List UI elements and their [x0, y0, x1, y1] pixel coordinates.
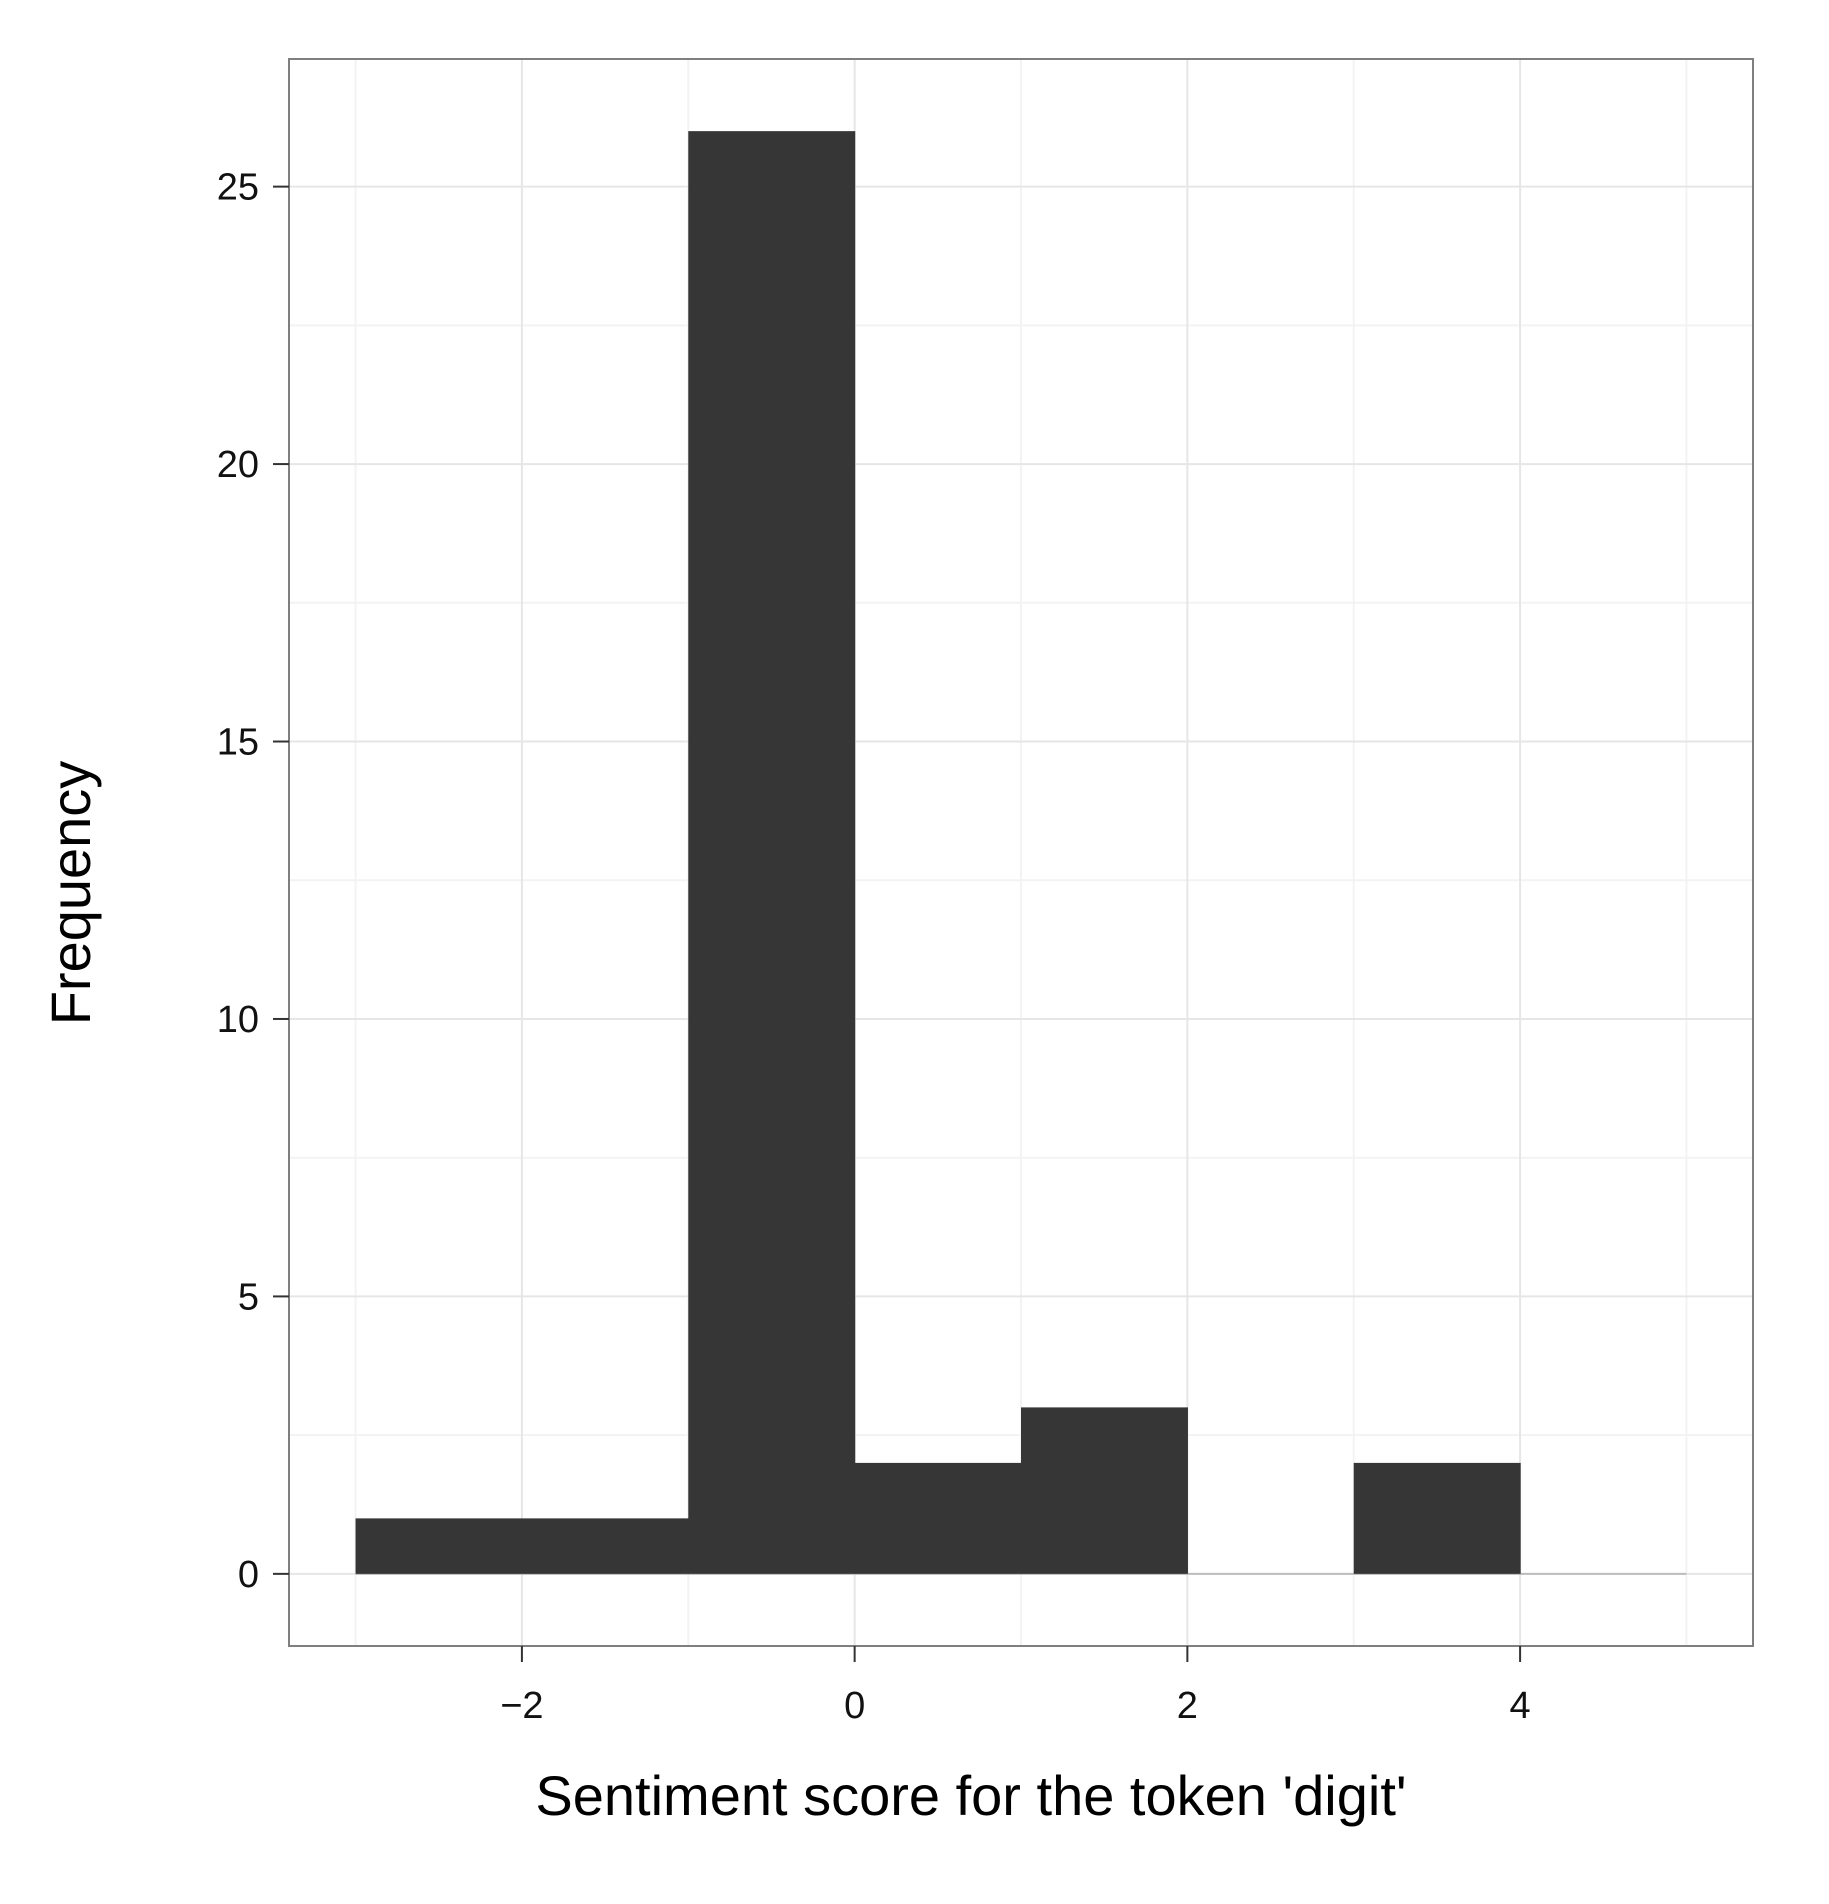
- x-axis-title: Sentiment score for the token 'digit': [535, 1764, 1406, 1827]
- y-tick-label: 5: [238, 1276, 259, 1318]
- y-tick-label: 0: [238, 1554, 259, 1596]
- histogram-bar-2: [854, 1462, 1022, 1574]
- x-tick-label: 0: [844, 1685, 865, 1727]
- x-tick-label: −2: [500, 1685, 543, 1727]
- y-tick-label: 25: [217, 167, 259, 209]
- histogram-bar-0: [355, 1518, 689, 1574]
- y-axis-title: Frequency: [39, 761, 102, 1026]
- x-axis-ticks: −2 0 2 4: [500, 1646, 1531, 1727]
- histogram-bar-3: [1021, 1407, 1188, 1574]
- y-tick-label: 10: [217, 999, 259, 1041]
- x-tick-label: 4: [1510, 1685, 1531, 1727]
- histogram-bar-1: [688, 131, 856, 1574]
- histogram-bar-5: [1353, 1462, 1521, 1574]
- y-tick-label: 20: [217, 444, 259, 486]
- y-axis-ticks: 0 5 10 15 20 25: [217, 167, 289, 1596]
- histogram-bars: [355, 131, 1687, 1575]
- y-tick-label: 15: [217, 722, 259, 764]
- panel-frame: [288, 58, 1754, 1647]
- x-tick-label: 2: [1177, 1685, 1198, 1727]
